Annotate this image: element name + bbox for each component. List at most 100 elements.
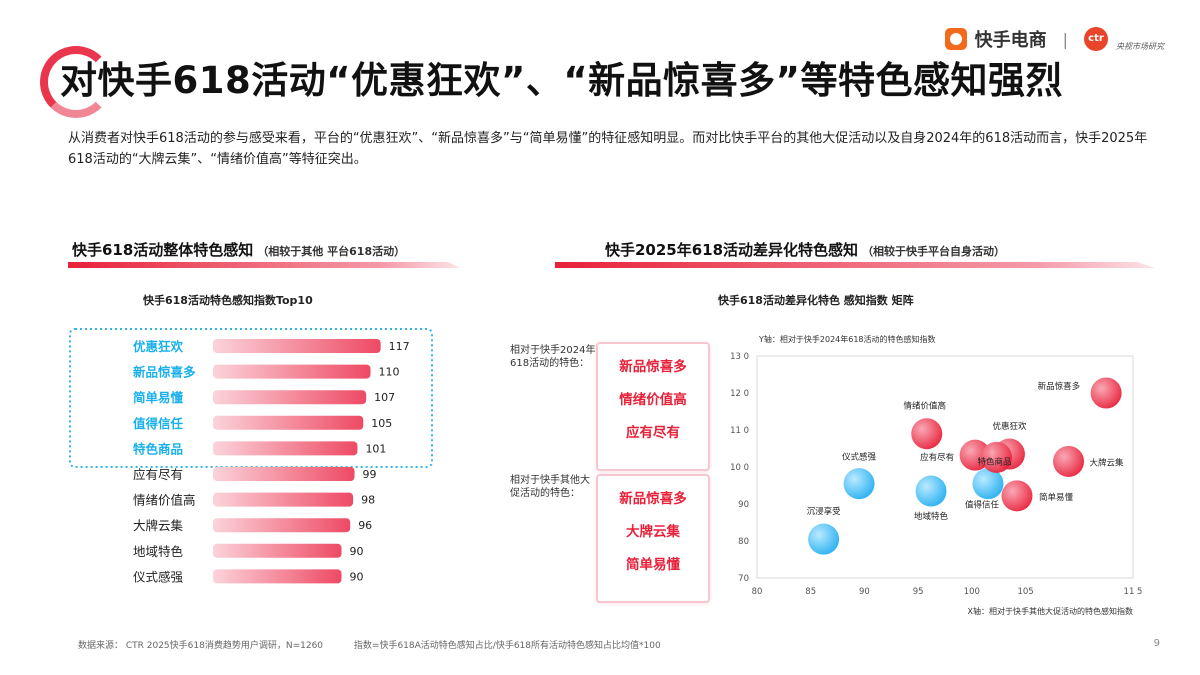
x-tick-label: 95 [913, 587, 924, 597]
page-title: 对快手618活动“优惠狂欢”、“新品惊喜多”等特色感知强烈 [60, 59, 1064, 102]
y-tick-label: 70 [738, 574, 749, 584]
feature-item: 应有尽有 [626, 425, 680, 441]
scatter-point [1001, 480, 1033, 512]
y-tick-label: 90 [738, 500, 749, 510]
feature-item: 情绪价值高 [619, 392, 687, 408]
y-tick-label: 13 0 [730, 352, 749, 362]
right-section-underline [555, 262, 1155, 268]
bar [213, 415, 364, 430]
scatter-point [972, 468, 1004, 500]
bar-value-label: 101 [365, 442, 386, 455]
left-section-note: （相较于其他 平台618活动） [257, 245, 406, 258]
bar-value-label: 117 [389, 340, 410, 353]
scatter-point-label: 大牌云集 [1090, 457, 1125, 468]
x-tick-label: 80 [752, 587, 763, 597]
left-section-title-text: 快手618活动整体特色感知 [72, 241, 254, 259]
left-section-title: 快手618活动整体特色感知 （相较于其他 平台618活动） [72, 239, 405, 260]
kuaishou-logo-icon [944, 28, 967, 50]
footer: 数据来源： CTR 2025快手618消费趋势用户调研，N=1260 指数=快手… [78, 638, 689, 651]
features-vs-other-promos-box: 新品惊喜多 大牌云集 简单易懂 [596, 474, 710, 603]
bar-value-label: 90 [350, 545, 364, 558]
index-formula: 指数=快手618A活动特色感知占比/快手618所有活动特色感知占比均值*100 [353, 641, 661, 651]
scatter-point [1090, 377, 1122, 409]
y-tick-label: 10 0 [730, 463, 749, 473]
bar [213, 569, 342, 584]
bar-value-label: 105 [371, 417, 392, 430]
scatter-point-label: 优惠狂欢 [992, 421, 1027, 432]
x-tick-label: 85 [805, 587, 816, 597]
scatter-point [981, 441, 1013, 473]
feature-item: 简单易懂 [626, 557, 680, 573]
page-number: 9 [1153, 638, 1160, 649]
bar-category-label: 情绪价值高 [133, 493, 196, 508]
scatter-chart-title: 快手618活动差异化特色 感知指数 矩阵 [718, 294, 914, 307]
intro-paragraph: 从消费者对快手618活动的参与感受来看，平台的“优惠狂欢”、“新品惊喜多”与“简… [68, 131, 1148, 167]
left-section-underline [68, 262, 460, 268]
brand-name: 快手电商 [974, 30, 1047, 51]
bar [213, 339, 381, 353]
bar [213, 518, 351, 533]
left-box-row-label: 相对于快手2024年618活动的特色： [510, 345, 596, 369]
bar-chart-title: 快手618活动特色感知指数Top10 [143, 294, 313, 307]
scatter-point [1053, 445, 1085, 477]
bar-value-label: 110 [379, 366, 400, 379]
bar [213, 390, 367, 405]
x-tick-label: 90 [859, 587, 870, 597]
scatter-point [915, 475, 947, 507]
feature-item: 大牌云集 [626, 524, 680, 540]
bar-category-label: 应有尽有 [133, 467, 183, 482]
bar-value-label: 90 [350, 570, 364, 583]
scatter-point-label: 沉浸享受 [807, 506, 842, 517]
bar-category-label: 新品惊喜多 [133, 365, 196, 380]
ctr-logo: ctr [1084, 27, 1108, 51]
bar-category-label: 值得信任 [133, 416, 184, 431]
ctr-subtitle: 央视市场研究 [1116, 41, 1164, 51]
x-axis-label: X轴：相对于快手其他大促活动的特色感知指数 [968, 606, 1133, 616]
decorative-ring [40, 46, 112, 118]
bar [213, 364, 371, 379]
bar-category-label: 地域特色 [133, 544, 184, 559]
bar-category-label: 仪式感强 [133, 569, 184, 584]
scatter-point-label: 情绪价值高 [903, 401, 946, 412]
scatter-point-label: 应有尽有 [920, 452, 954, 463]
bar-category-label: 特色商品 [133, 441, 183, 456]
bar [213, 467, 355, 481]
x-tick-label: 105 [1017, 587, 1033, 597]
scatter-point-label: 地域特色 [914, 511, 949, 522]
x-tick-label: 100 [964, 587, 980, 597]
bar-category-label: 简单易懂 [133, 390, 184, 405]
scatter-point-label: 值得信任 [965, 500, 1000, 511]
right-section-title-text: 快手2025年618活动差异化特色感知 [605, 241, 859, 259]
scatter-point [808, 523, 840, 555]
scatter-point-label: 新品惊喜多 [1038, 381, 1081, 392]
right-box-row-label: 相对于快手其他大促活动的特色： [510, 475, 590, 499]
bar-value-label: 98 [361, 494, 375, 507]
scatter-point [911, 418, 943, 450]
bar-value-label: 107 [374, 391, 395, 404]
y-tick-label: 12 0 [730, 389, 749, 399]
right-section-note: （相较于快手平台自身活动） [862, 245, 1006, 258]
bar-value-label: 99 [363, 468, 377, 481]
bar [213, 441, 358, 456]
scatter-point-label: 仪式感强 [842, 452, 877, 463]
features-vs-2024-box: 新品惊喜多 情绪价值高 应有尽有 [596, 342, 710, 471]
bar [213, 492, 354, 507]
scatter-point [843, 468, 875, 500]
bar-category-label: 优惠狂欢 [133, 339, 184, 354]
bar-category-label: 大牌云集 [133, 518, 184, 533]
feature-item: 新品惊喜多 [619, 359, 687, 375]
scatter-point-label: 简单易懂 [1039, 492, 1074, 503]
data-source: 数据来源： CTR 2025快手618消费趋势用户调研，N=1260 [78, 641, 324, 651]
x-tick-label: 11 5 [1124, 587, 1143, 597]
bar [213, 543, 342, 558]
brand-area: 快手电商 | ctr 央视市场研究 [944, 26, 1164, 52]
bar-value-label: 96 [358, 519, 372, 532]
feature-item: 新品惊喜多 [619, 491, 687, 507]
y-axis-label: Y轴：相对于快手2024年618活动的特色感知指数 [758, 334, 936, 344]
right-section-title: 快手2025年618活动差异化特色感知 （相较于快手平台自身活动） [605, 239, 1005, 260]
brand-separator: | [1062, 29, 1068, 49]
y-tick-label: 80 [738, 537, 749, 547]
y-tick-label: 11 0 [730, 426, 749, 436]
